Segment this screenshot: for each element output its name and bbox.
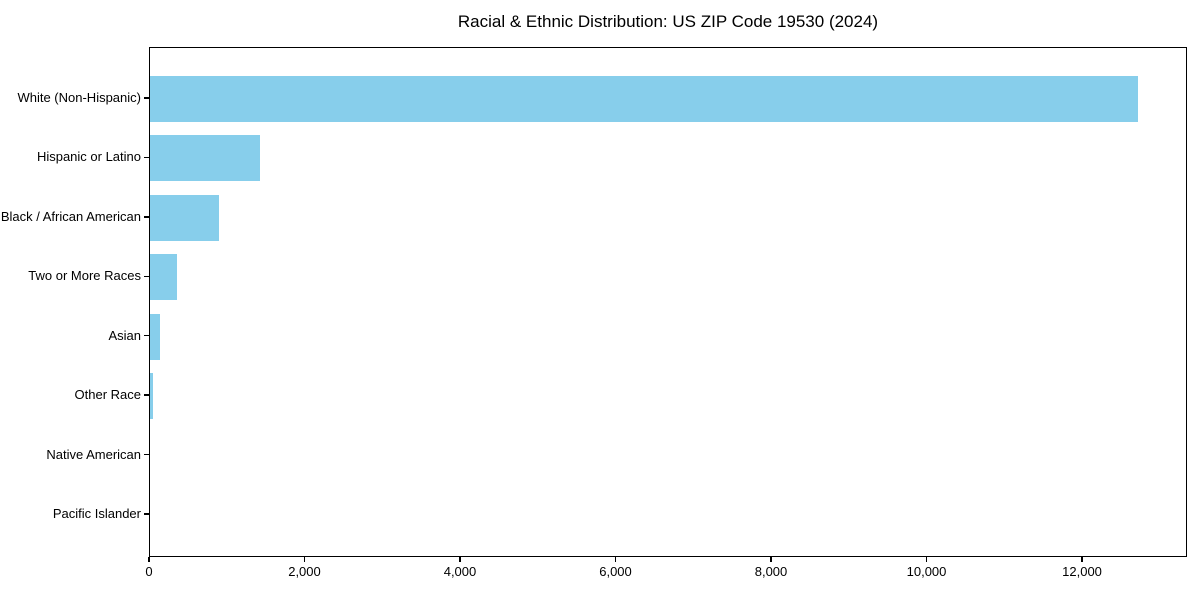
x-axis-tick-label: 2,000 xyxy=(288,564,321,579)
x-axis-tick-label: 6,000 xyxy=(599,564,632,579)
y-axis-tick xyxy=(144,453,149,456)
y-axis-tick xyxy=(144,334,149,337)
y-axis-label-white-non-hispanic: White (Non-Hispanic) xyxy=(17,90,141,105)
y-axis-tick xyxy=(144,216,149,218)
y-axis-tick xyxy=(144,394,149,396)
bar-white-non-hispanic xyxy=(150,76,1139,122)
x-axis-tick xyxy=(770,557,772,562)
bar-black-african-american xyxy=(150,194,219,241)
chart-title: Racial & Ethnic Distribution: US ZIP Cod… xyxy=(457,12,879,31)
x-axis-tick xyxy=(1081,557,1083,562)
x-axis-tick xyxy=(925,557,928,562)
y-axis-label-other-race: Other Race xyxy=(74,387,141,403)
y-axis-tick xyxy=(144,513,149,515)
plot-area xyxy=(149,47,1187,557)
y-axis-tick xyxy=(144,97,149,99)
y-axis-label-pacific-islander: Pacific Islander xyxy=(52,506,141,521)
y-axis-tick xyxy=(144,156,149,159)
bar-other-race xyxy=(150,373,154,420)
y-axis-label-asian: Asian xyxy=(108,327,141,343)
x-axis-tick xyxy=(303,557,306,562)
x-axis-tick xyxy=(614,557,617,562)
y-axis-tick xyxy=(144,275,149,278)
y-axis-label-hispanic-or-latino: Hispanic or Latino xyxy=(36,149,141,165)
bar-asian xyxy=(150,313,160,360)
x-axis-tick-label: 8,000 xyxy=(754,564,788,579)
bar-hispanic-or-latino xyxy=(150,135,260,182)
x-axis-tick-label: 4,000 xyxy=(443,564,477,579)
y-axis-label-native-american: Native American xyxy=(46,446,141,462)
y-axis-label-two-or-more-races: Two or More Races xyxy=(28,268,141,284)
x-axis-tick xyxy=(148,557,150,562)
bar-two-or-more-races xyxy=(150,254,178,301)
y-axis-label-black-african-american: Black / African American xyxy=(0,208,141,224)
x-axis-tick-label: 0 xyxy=(145,564,153,579)
x-axis-tick xyxy=(459,557,461,562)
x-axis-tick-label: 12,000 xyxy=(1062,564,1102,579)
x-axis-tick-label: 10,000 xyxy=(906,564,947,579)
